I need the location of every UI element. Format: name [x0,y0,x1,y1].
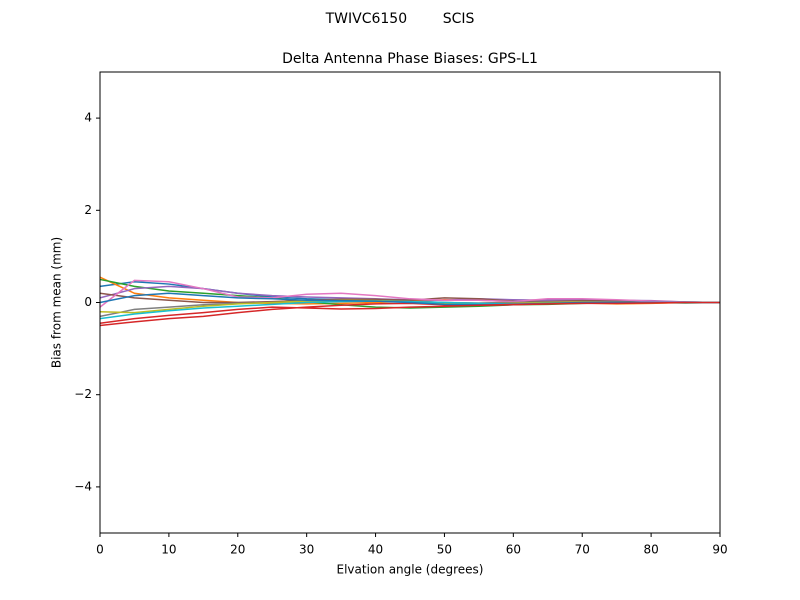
y-axis-label: Bias from mean (mm) [50,237,64,368]
x-tick-label: 60 [506,543,521,557]
y-tick-label: −4 [74,479,92,493]
x-tick-label: 30 [299,543,314,557]
x-tick-label: 40 [368,543,383,557]
x-tick-label: 90 [712,543,727,557]
series-line [99,301,720,324]
series-line [99,292,720,306]
series-line [99,279,721,308]
y-tick-label: 2 [84,203,92,217]
x-axis-label: Elvation angle (degrees) [337,563,484,577]
x-tick-label: 70 [575,543,590,557]
x-tick-label: 10 [161,543,176,557]
x-tick-label: 0 [96,543,104,557]
y-tick-label: 4 [84,111,92,125]
plot-area [99,276,721,327]
y-tick-label: −2 [74,387,92,401]
series-line [99,292,720,304]
x-tick-label: 80 [643,543,658,557]
x-tick-label: 50 [437,543,452,557]
y-tick-label: 0 [84,295,92,309]
suptitle: TWIVC6150 SCIS [325,11,475,27]
x-tick-label: 20 [230,543,245,557]
chart-title: Delta Antenna Phase Biases: GPS-L1 [282,51,538,67]
